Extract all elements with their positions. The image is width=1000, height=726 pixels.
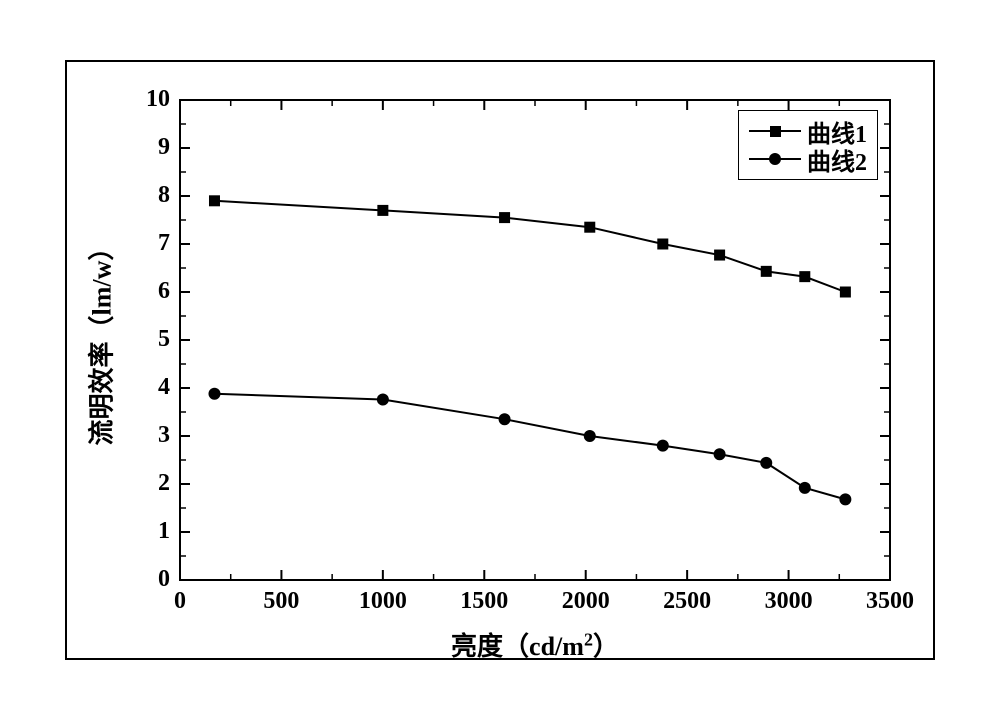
x-tick-label: 1000 bbox=[343, 588, 423, 615]
y-tick-label: 5 bbox=[158, 326, 170, 353]
y-tick-label: 8 bbox=[158, 182, 170, 209]
y-tick-label: 10 bbox=[146, 86, 170, 113]
x-tick-label: 2500 bbox=[647, 588, 727, 615]
y-tick-label: 3 bbox=[158, 422, 170, 449]
y-axis-label-text: 流明效率（lm/w） bbox=[88, 235, 117, 446]
x-tick-label: 3000 bbox=[749, 588, 829, 615]
legend: 曲线1曲线2 bbox=[738, 110, 878, 180]
legend-item: 曲线2 bbox=[749, 145, 867, 173]
x-axis-label: 亮度（cd/m2） bbox=[385, 626, 685, 663]
y-tick-label: 1 bbox=[158, 518, 170, 545]
x-tick-label: 3500 bbox=[850, 588, 930, 615]
x-axis-label-part2: ） bbox=[593, 632, 619, 661]
y-axis-label: 流明效率（lm/w） bbox=[82, 235, 119, 446]
x-axis-label-part1: 亮度（cd/m bbox=[451, 632, 584, 661]
legend-sample bbox=[749, 126, 801, 137]
circle-marker-icon bbox=[769, 153, 781, 165]
x-tick-label: 2000 bbox=[546, 588, 626, 615]
legend-sample bbox=[749, 153, 801, 165]
x-tick-label: 1500 bbox=[444, 588, 524, 615]
y-tick-label: 6 bbox=[158, 278, 170, 305]
y-tick-label: 2 bbox=[158, 470, 170, 497]
y-tick-label: 9 bbox=[158, 134, 170, 161]
x-axis-label-super: 2 bbox=[584, 629, 593, 649]
x-tick-label: 500 bbox=[241, 588, 321, 615]
legend-label: 曲线2 bbox=[807, 142, 867, 177]
x-tick-label: 0 bbox=[140, 588, 220, 615]
square-marker-icon bbox=[770, 126, 781, 137]
y-tick-label: 4 bbox=[158, 374, 170, 401]
y-tick-label: 7 bbox=[158, 230, 170, 257]
